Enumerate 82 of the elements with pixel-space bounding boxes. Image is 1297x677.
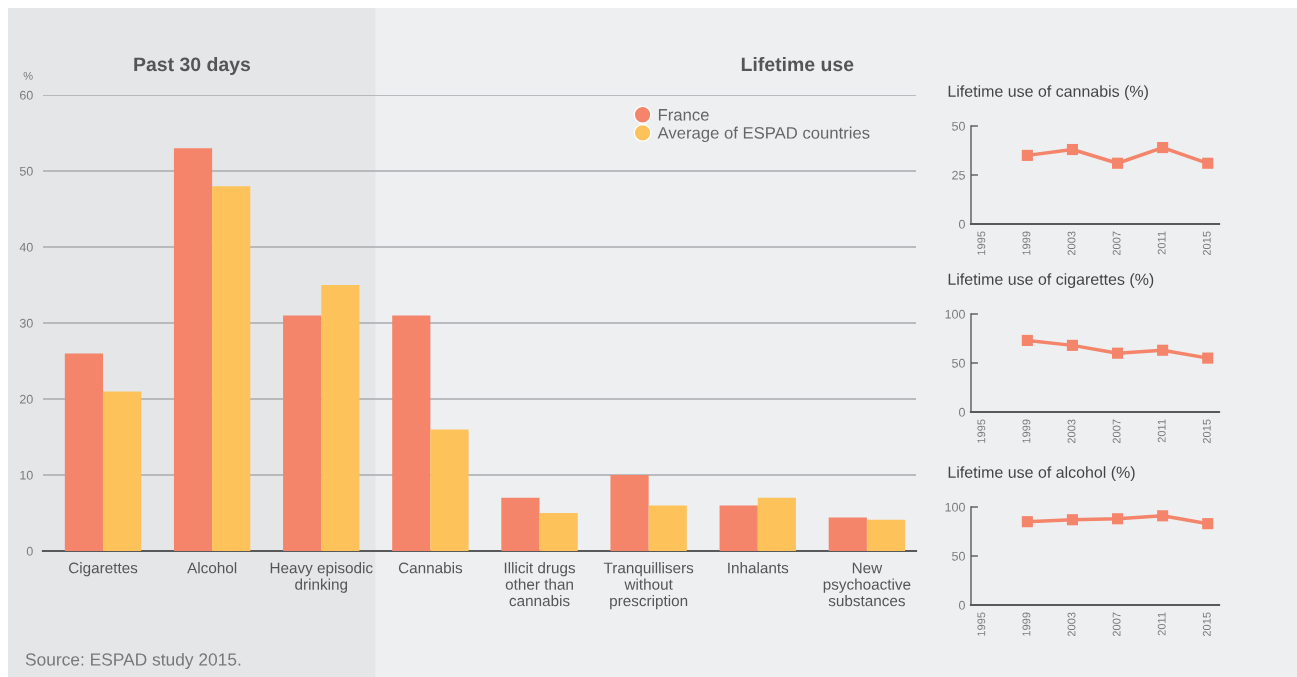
bar — [610, 475, 649, 551]
y-tick-label: 0 — [26, 546, 33, 556]
source-note: Source: ESPAD study 2015. — [25, 652, 241, 670]
x-tick-label: 2003 — [1067, 231, 1076, 256]
x-tick-label: 2007 — [1112, 419, 1121, 444]
y-tick-label: 50 — [19, 166, 33, 176]
x-tick-label: 2011 — [1157, 231, 1166, 255]
y-tick-label: 0 — [958, 219, 965, 229]
x-tick-label: 2011 — [1157, 612, 1166, 636]
bar — [828, 517, 867, 551]
bar — [866, 519, 906, 551]
point — [1021, 334, 1033, 347]
y-tick-label: 20 — [20, 394, 33, 404]
x-tick-label: 2011 — [1157, 419, 1166, 443]
y-tick-label: 0 — [958, 407, 965, 417]
y-tick-label: 10 — [20, 470, 33, 480]
x-tick-label: 2007 — [1112, 231, 1121, 256]
bar — [392, 315, 431, 551]
band-label: Past 30 days — [134, 56, 251, 76]
chart-title: Lifetime use of cigarettes (%) — [948, 273, 1154, 289]
x-tick-label: Cannabis — [398, 562, 463, 574]
point — [1202, 518, 1214, 530]
point — [1111, 157, 1124, 169]
bar — [321, 285, 360, 551]
point — [1066, 339, 1079, 351]
x-tick-label: New psychoactive substances — [823, 562, 911, 607]
point — [1066, 514, 1079, 526]
point — [1157, 510, 1169, 522]
legend-label: Average of ESPAD countries — [657, 126, 870, 143]
y-tick-label: 50 — [952, 551, 965, 561]
x-tick-label: Illicit drugs other than cannabis — [504, 562, 576, 607]
y-tick-label: 50 — [952, 121, 965, 131]
y-tick-label: 60 — [20, 90, 33, 100]
x-tick-label: Inhalants — [728, 562, 789, 574]
point — [1066, 143, 1079, 156]
x-tick-label: 2003 — [1067, 419, 1076, 444]
bar — [173, 148, 213, 551]
x-tick-label: 2015 — [1202, 231, 1211, 256]
x-tick-label: 1999 — [1022, 231, 1031, 255]
bar — [539, 513, 578, 551]
x-tick-label: 2007 — [1112, 612, 1121, 637]
bar — [283, 315, 322, 551]
point — [1111, 347, 1124, 359]
bar — [430, 429, 469, 551]
point — [1202, 352, 1214, 364]
bar — [719, 505, 758, 551]
y-tick-label: 0 — [958, 600, 965, 610]
bar — [212, 186, 251, 551]
x-tick-label: Tranquillisers without prescription — [603, 562, 694, 610]
y-tick-label: 100 — [945, 309, 965, 319]
x-tick-label: 1999 — [1022, 612, 1031, 636]
x-tick-label: 1999 — [1022, 419, 1031, 443]
x-tick-label: Cigarettes — [68, 562, 138, 577]
point — [1021, 149, 1033, 161]
x-tick-label: Heavy episodic drinking — [270, 562, 373, 593]
x-tick-label: 1995 — [977, 231, 986, 255]
chart-title: Lifetime use of alcohol (%) — [948, 466, 1135, 482]
x-tick-label: Alcohol — [187, 562, 237, 574]
bar — [64, 353, 104, 551]
x-tick-label: 1995 — [977, 612, 986, 636]
point — [1202, 157, 1214, 169]
bar — [648, 505, 687, 551]
point — [1021, 516, 1033, 528]
legend-label: France — [658, 109, 709, 121]
point — [1157, 344, 1169, 356]
bar — [103, 391, 142, 551]
x-tick-label: 2003 — [1067, 612, 1076, 637]
y-axis-title: % — [23, 71, 33, 80]
bar — [757, 497, 796, 551]
point — [1157, 142, 1169, 154]
y-tick-label: 30 — [19, 318, 33, 328]
y-tick-label: 25 — [952, 170, 965, 180]
bar — [501, 497, 540, 551]
y-tick-label: 50 — [952, 358, 965, 368]
x-tick-label: 2015 — [1202, 612, 1211, 637]
point — [1111, 513, 1124, 525]
x-tick-label: 2015 — [1202, 419, 1211, 444]
x-tick-label: 1995 — [977, 419, 986, 443]
y-tick-label: 40 — [19, 242, 33, 252]
band-label: Lifetime use — [741, 56, 854, 72]
chart-title: Lifetime use of cannabis (%) — [948, 85, 1148, 101]
y-tick-label: 100 — [945, 502, 965, 512]
